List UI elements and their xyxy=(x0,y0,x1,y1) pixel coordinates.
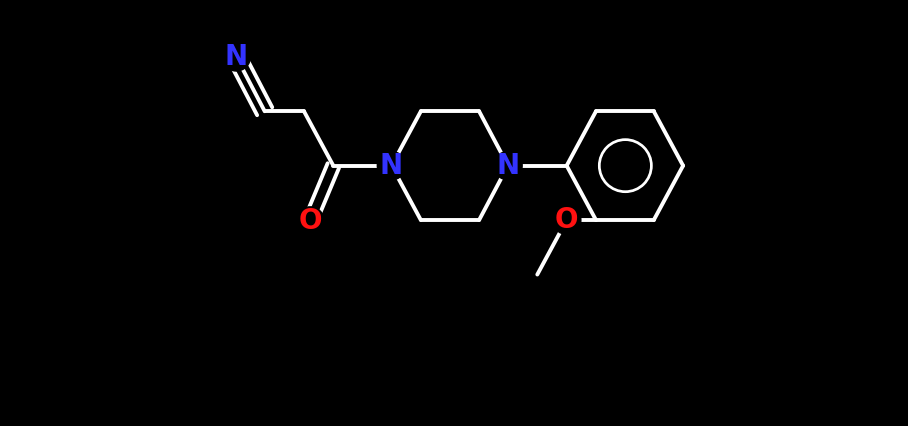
Text: O: O xyxy=(555,206,578,234)
Text: O: O xyxy=(299,207,321,235)
Text: N: N xyxy=(497,152,519,180)
Circle shape xyxy=(378,152,406,180)
Circle shape xyxy=(552,206,581,234)
Text: N: N xyxy=(224,43,248,71)
Circle shape xyxy=(494,152,522,180)
Circle shape xyxy=(296,207,324,235)
Text: N: N xyxy=(380,152,403,180)
Circle shape xyxy=(222,43,251,71)
